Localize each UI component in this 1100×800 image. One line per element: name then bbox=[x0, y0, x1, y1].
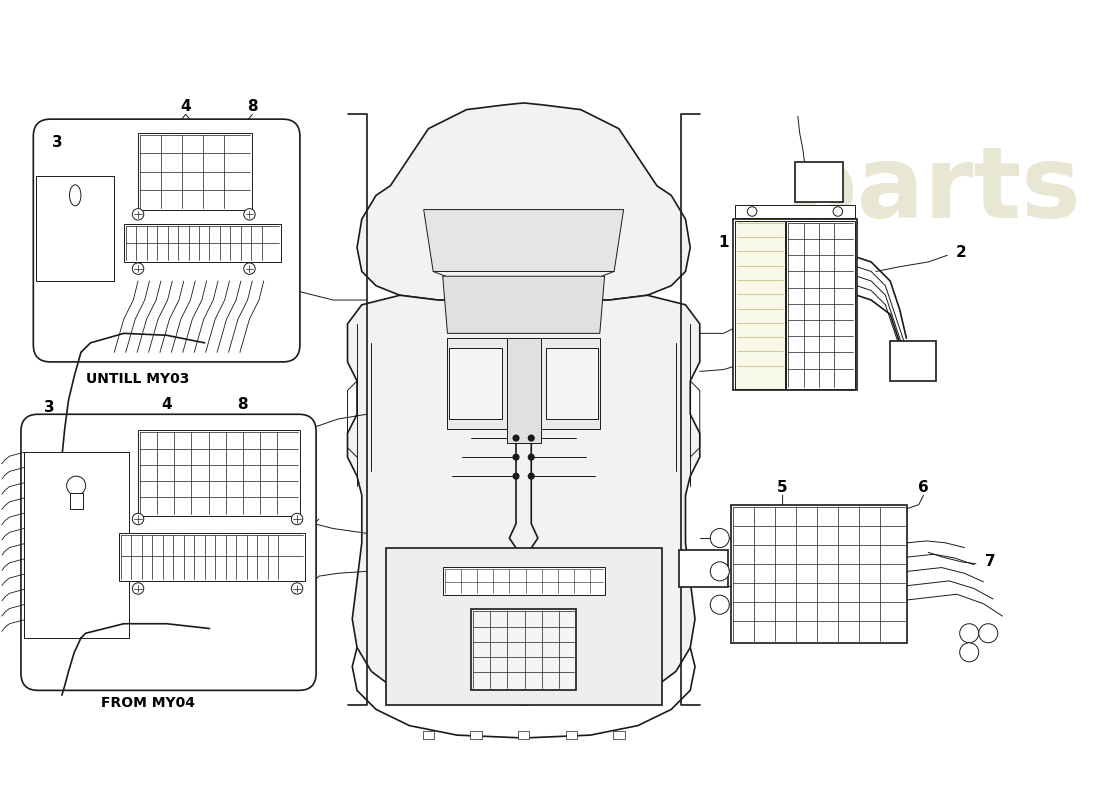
FancyBboxPatch shape bbox=[33, 119, 300, 362]
Text: 7: 7 bbox=[984, 554, 996, 570]
Bar bbox=[732, 505, 907, 642]
Bar bbox=[735, 221, 784, 389]
Text: 4: 4 bbox=[162, 398, 172, 412]
Bar bbox=[733, 219, 857, 390]
Text: 6: 6 bbox=[918, 480, 928, 495]
Text: 3: 3 bbox=[44, 400, 55, 415]
Bar bbox=[119, 534, 305, 581]
Circle shape bbox=[132, 263, 144, 274]
Bar bbox=[518, 731, 529, 739]
Bar bbox=[36, 176, 114, 281]
Circle shape bbox=[67, 476, 86, 495]
Bar bbox=[442, 566, 605, 595]
Text: 4: 4 bbox=[180, 99, 191, 114]
Bar bbox=[613, 731, 625, 739]
Bar bbox=[138, 430, 300, 516]
Bar bbox=[24, 452, 129, 638]
Circle shape bbox=[711, 529, 729, 547]
Bar bbox=[124, 224, 280, 262]
Text: 8: 8 bbox=[238, 398, 249, 412]
Circle shape bbox=[132, 209, 144, 220]
Circle shape bbox=[833, 206, 843, 216]
Circle shape bbox=[528, 474, 535, 479]
Bar bbox=[795, 162, 843, 202]
Text: 1: 1 bbox=[718, 235, 729, 250]
Ellipse shape bbox=[69, 185, 81, 206]
Circle shape bbox=[244, 209, 255, 220]
Circle shape bbox=[132, 514, 144, 525]
Circle shape bbox=[514, 435, 519, 441]
Circle shape bbox=[292, 514, 302, 525]
Bar bbox=[422, 731, 435, 739]
Circle shape bbox=[711, 595, 729, 614]
Bar bbox=[679, 550, 728, 586]
Circle shape bbox=[528, 435, 535, 441]
Circle shape bbox=[132, 582, 144, 594]
Polygon shape bbox=[424, 210, 624, 271]
Bar bbox=[735, 205, 855, 218]
Bar bbox=[138, 134, 252, 210]
Bar bbox=[506, 338, 541, 443]
Polygon shape bbox=[348, 295, 700, 705]
Text: 2: 2 bbox=[956, 245, 967, 260]
Bar bbox=[69, 494, 82, 509]
Bar bbox=[890, 341, 936, 381]
Bar bbox=[448, 338, 600, 429]
Bar bbox=[546, 348, 598, 419]
Polygon shape bbox=[442, 276, 605, 334]
Bar bbox=[565, 731, 578, 739]
Circle shape bbox=[747, 206, 757, 216]
Text: UNTILL MY03: UNTILL MY03 bbox=[87, 372, 189, 386]
Bar bbox=[450, 348, 502, 419]
Bar bbox=[786, 221, 855, 389]
Polygon shape bbox=[358, 103, 690, 300]
Bar bbox=[386, 547, 662, 705]
Bar bbox=[471, 610, 576, 690]
Circle shape bbox=[979, 624, 998, 642]
Circle shape bbox=[244, 263, 255, 274]
Text: a passion for
cars since 1985: a passion for cars since 1985 bbox=[367, 342, 698, 611]
Text: parts: parts bbox=[785, 142, 1081, 239]
Circle shape bbox=[711, 562, 729, 581]
Text: 8: 8 bbox=[248, 99, 257, 114]
Circle shape bbox=[514, 474, 519, 479]
Circle shape bbox=[959, 624, 979, 642]
Circle shape bbox=[292, 582, 302, 594]
Text: 3: 3 bbox=[52, 135, 63, 150]
FancyBboxPatch shape bbox=[21, 414, 316, 690]
Circle shape bbox=[528, 454, 535, 460]
Text: FROM MY04: FROM MY04 bbox=[100, 696, 195, 710]
Circle shape bbox=[514, 454, 519, 460]
Bar bbox=[471, 731, 482, 739]
Circle shape bbox=[959, 642, 979, 662]
Text: 5: 5 bbox=[778, 480, 788, 495]
